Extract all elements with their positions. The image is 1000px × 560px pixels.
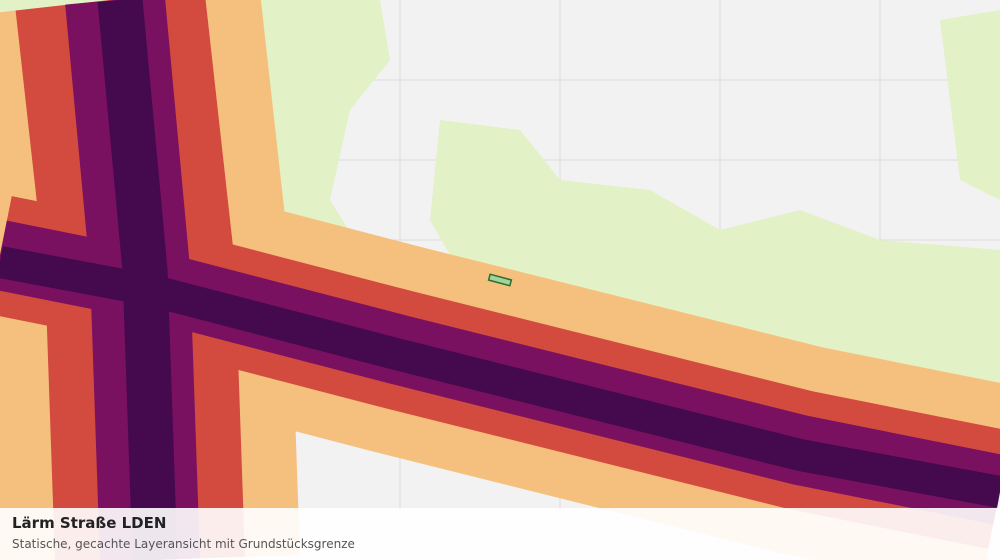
parcel-boundary xyxy=(487,273,513,287)
layer-title: Lärm Straße LDEN xyxy=(12,514,167,532)
layer-subtitle: Statische, gecachte Layeransicht mit Gru… xyxy=(12,537,355,551)
legend-footer: Lärm Straße LDEN Statische, gecachte Lay… xyxy=(0,508,1000,560)
